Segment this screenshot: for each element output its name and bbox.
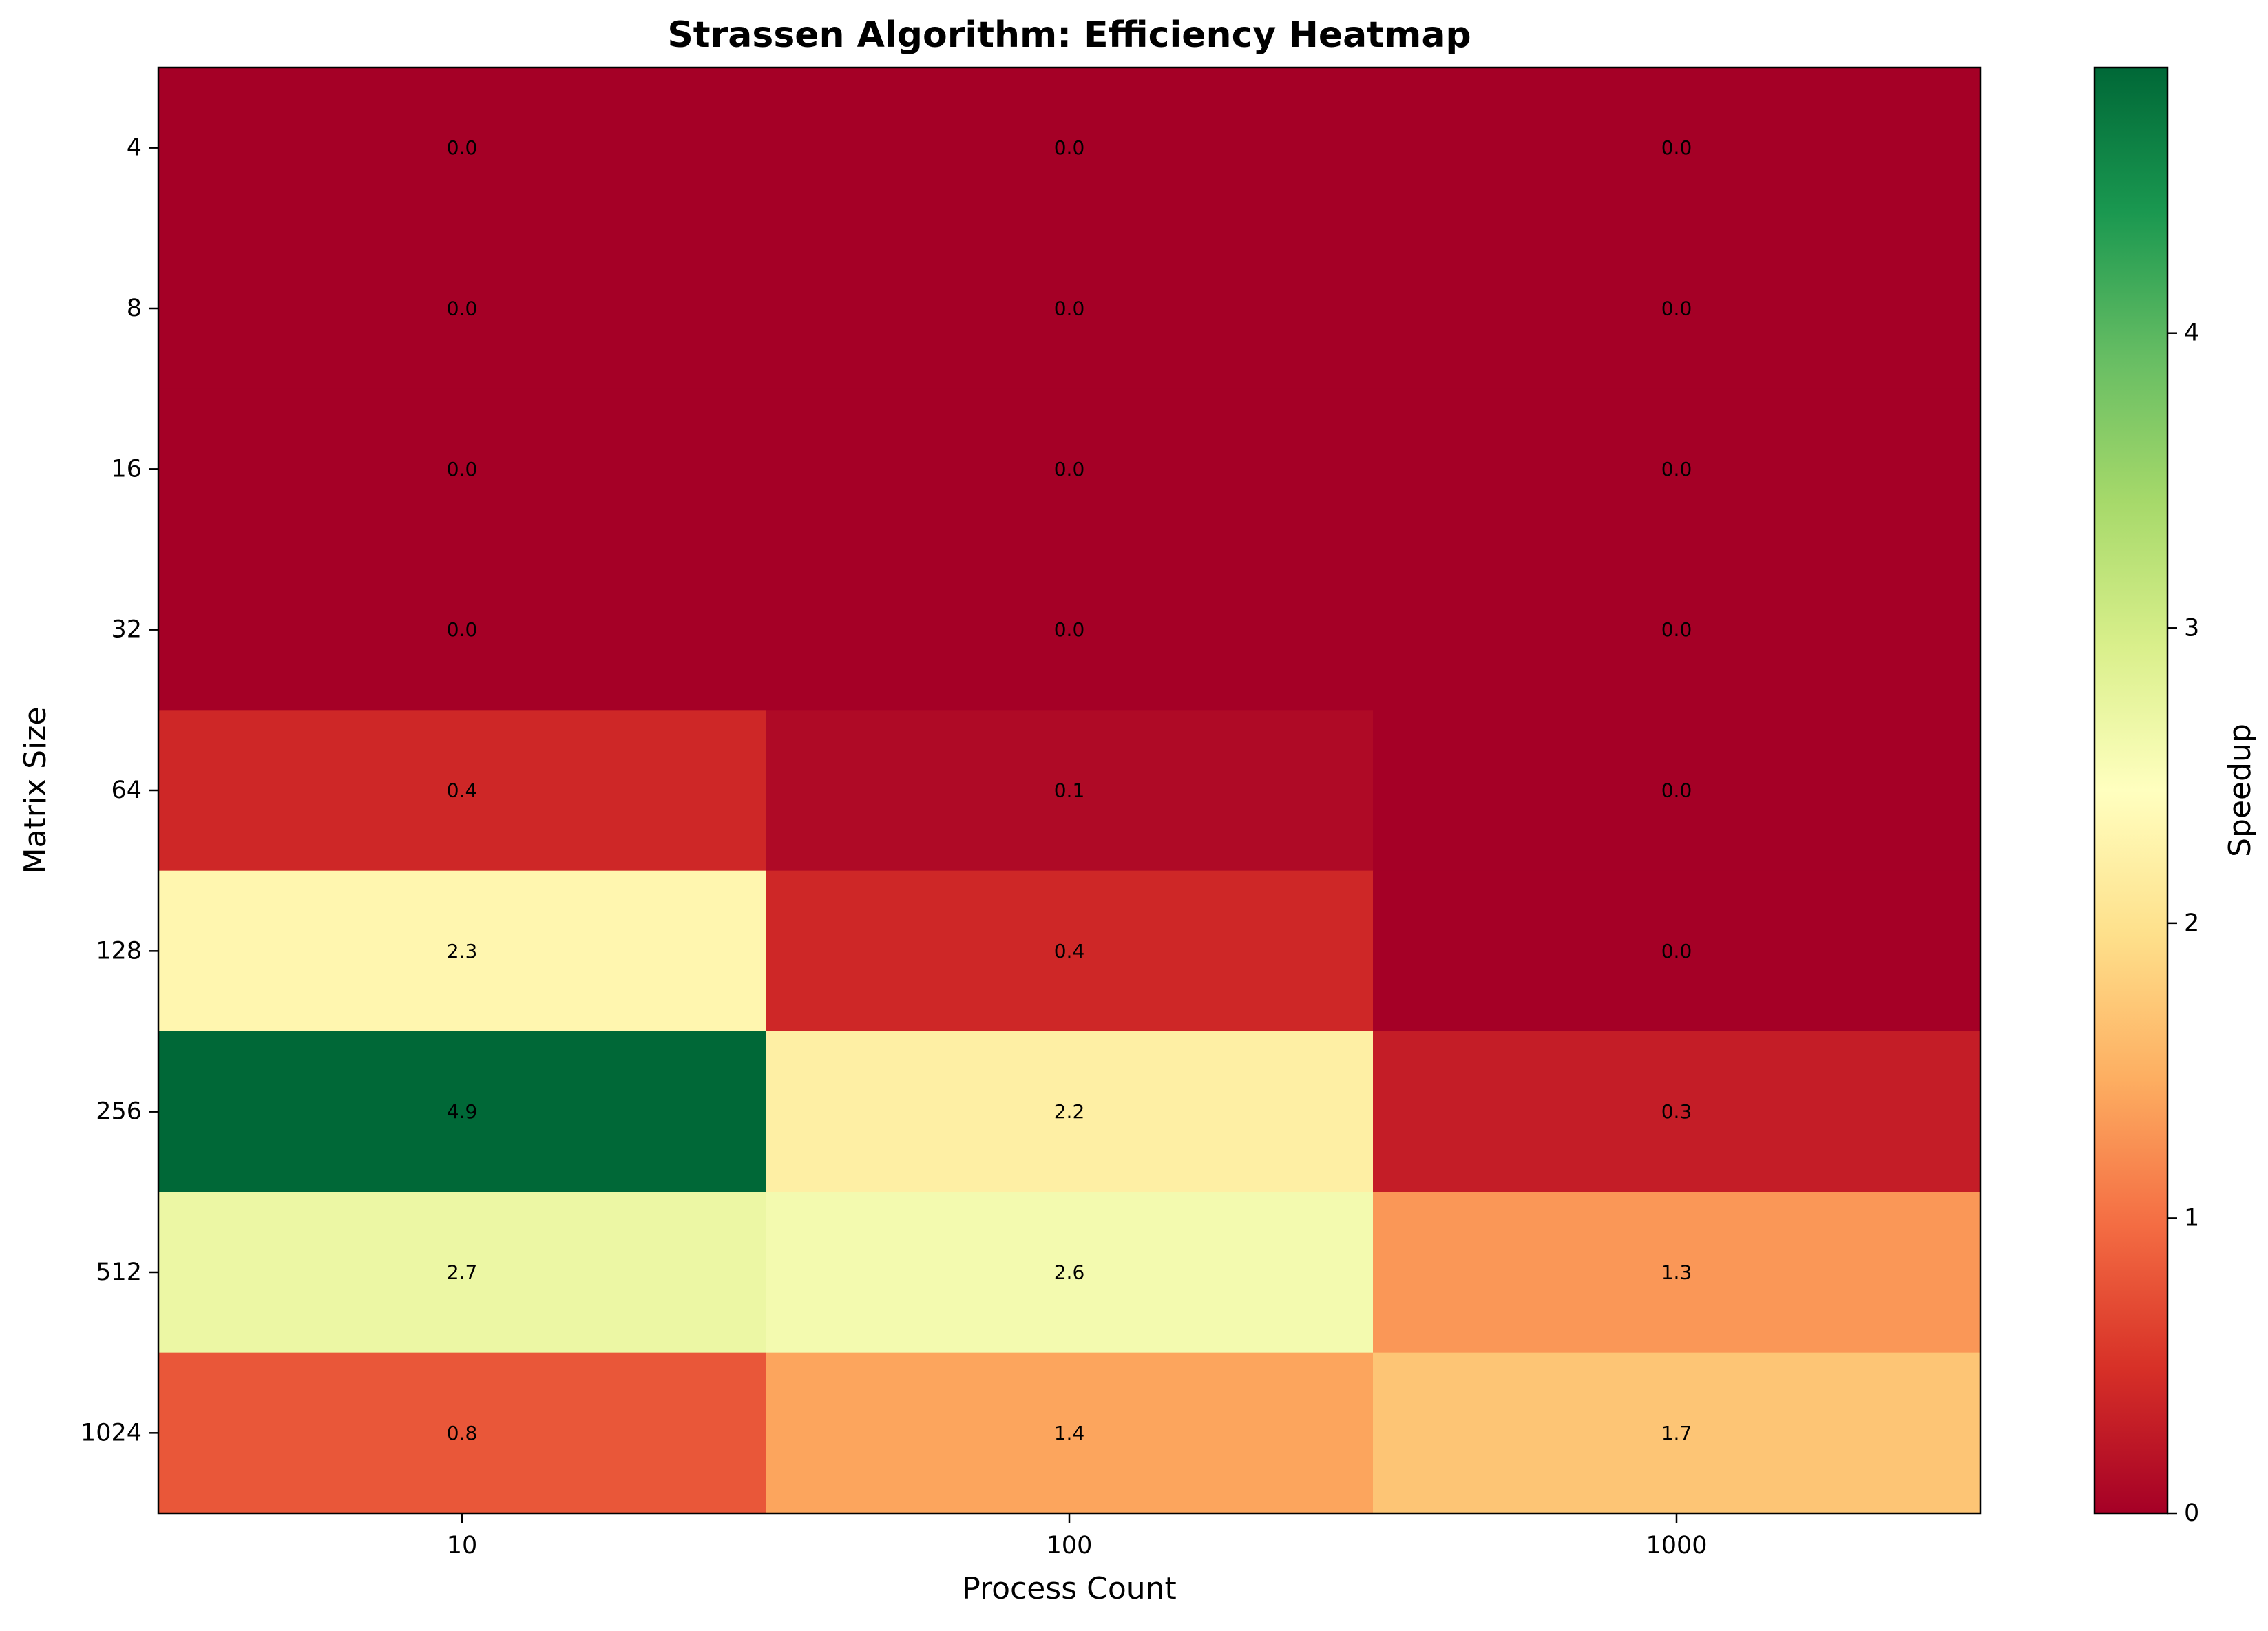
heatmap-cell (766, 1031, 1374, 1192)
cell-value-label: 2.2 (1054, 1100, 1085, 1123)
heatmap-cell (766, 67, 1374, 229)
cell-value-label: 0.0 (1661, 458, 1692, 481)
cell-value-label: 0.0 (1661, 297, 1692, 320)
heatmap-cell (1373, 1031, 1981, 1192)
heatmap-cell (158, 1192, 766, 1354)
y-tick-label: 128 (96, 937, 142, 965)
x-tick-label: 10 (447, 1532, 478, 1559)
heatmap-cell (1373, 228, 1981, 390)
cell-value-label: 0.0 (1661, 940, 1692, 962)
colorbar-tick-label: 3 (2184, 614, 2199, 642)
heatmap-cell (1373, 710, 1981, 872)
heatmap-cell (158, 228, 766, 390)
cell-value-label: 0.3 (1661, 1100, 1692, 1123)
heatmap-cell (1373, 549, 1981, 711)
cell-value-label: 1.7 (1661, 1422, 1692, 1444)
cell-value-label: 0.0 (1661, 618, 1692, 641)
y-axis-label: Matrix Size (18, 707, 53, 874)
heatmap-cell (1373, 1352, 1981, 1514)
heatmap-cell (158, 1352, 766, 1514)
heatmap-cell (766, 549, 1374, 711)
cell-value-label: 0.0 (1054, 458, 1085, 481)
colorbar-label: Speedup (2223, 724, 2258, 857)
cell-value-label: 2.3 (447, 940, 478, 962)
heatmap-cell (766, 1352, 1374, 1514)
colorbar-tick-label: 4 (2184, 319, 2199, 347)
colorbar-gradient (2094, 67, 2167, 1513)
x-axis-label: Process Count (962, 1571, 1177, 1606)
colorbar-frame (2093, 66, 2169, 1515)
heatmap-cell (766, 710, 1374, 872)
y-tick-label: 512 (96, 1259, 142, 1286)
y-tick-label: 8 (127, 295, 142, 322)
y-tick-label: 32 (111, 616, 142, 644)
heatmap-cell (766, 1192, 1374, 1354)
heatmap-cell (1373, 67, 1981, 229)
heatmap-cell (158, 549, 766, 711)
y-tick-label: 64 (111, 777, 142, 804)
cell-value-label: 2.7 (447, 1261, 478, 1284)
heatmap-cell (158, 1031, 766, 1192)
cell-value-label: 0.4 (447, 779, 478, 802)
colorbar-tick-label: 0 (2184, 1500, 2199, 1527)
x-tick-label: 100 (1047, 1532, 1093, 1559)
heatmap-cell (158, 870, 766, 1032)
cell-value-label: 0.0 (447, 458, 478, 481)
chart-title: Strassen Algorithm: Efficiency Heatmap (667, 14, 1471, 56)
cell-value-label: 4.9 (447, 1100, 478, 1123)
heatmap-cell (158, 67, 766, 229)
colorbar-tick-label: 2 (2184, 909, 2199, 937)
cell-value-label: 0.0 (447, 297, 478, 320)
heatmap-cell (766, 870, 1374, 1032)
cell-value-label: 0.0 (1054, 297, 1085, 320)
heatmap-cell (766, 228, 1374, 390)
cell-value-label: 1.4 (1054, 1422, 1085, 1444)
cell-value-label: 0.0 (1054, 618, 1085, 641)
heatmap-cell (766, 388, 1374, 550)
cell-value-label: 0.0 (447, 136, 478, 159)
y-tick-label: 256 (96, 1098, 142, 1126)
cell-value-label: 0.0 (1054, 136, 1085, 159)
y-tick-label: 1024 (81, 1419, 142, 1446)
cell-value-label: 2.6 (1054, 1261, 1085, 1284)
cell-value-label: 0.4 (1054, 940, 1085, 962)
y-tick-label: 4 (127, 134, 142, 162)
heatmap-cell (1373, 388, 1981, 550)
cell-value-label: 0.0 (1661, 136, 1692, 159)
cell-value-label: 1.3 (1661, 1261, 1692, 1284)
colorbar-tick-label: 1 (2184, 1204, 2199, 1232)
heatmap-cell (158, 388, 766, 550)
heatmap-cell (1373, 1192, 1981, 1354)
cell-value-label: 0.1 (1054, 779, 1085, 802)
cell-value-label: 0.0 (447, 618, 478, 641)
cell-value-label: 0.0 (1661, 779, 1692, 802)
x-tick-label: 1000 (1646, 1532, 1707, 1559)
heatmap-cell (1373, 870, 1981, 1032)
y-tick-label: 16 (111, 455, 142, 483)
heatmap-cell (158, 710, 766, 872)
cell-value-label: 0.8 (447, 1422, 478, 1444)
